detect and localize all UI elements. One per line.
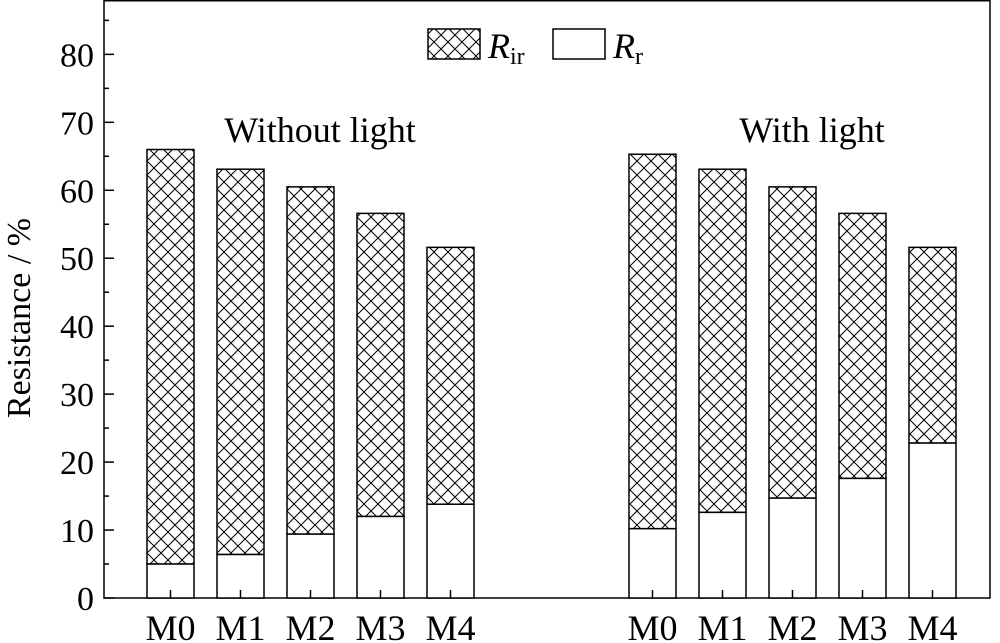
x-tick-label: M2 — [285, 608, 335, 643]
bar-rr — [426, 503, 475, 599]
y-tick-label: 80 — [60, 37, 94, 74]
x-tick-label: M1 — [215, 608, 265, 643]
y-tick-label: 10 — [60, 513, 94, 550]
legend-swatch-rr — [552, 28, 606, 60]
y-tick-label: 0 — [77, 581, 94, 618]
x-tick-label: M0 — [145, 608, 195, 643]
group-label: With light — [739, 110, 885, 150]
x-tick-label: M2 — [767, 608, 817, 643]
legend-label-rir: Rir — [487, 26, 525, 70]
y-tick-label: 30 — [60, 377, 94, 414]
bar-rr — [768, 497, 817, 599]
y-tick-label: 70 — [60, 105, 94, 142]
y-tick-label: 20 — [60, 445, 94, 482]
bar-rir — [768, 186, 817, 499]
bar-rr — [628, 527, 677, 599]
x-tick-label: M0 — [627, 608, 677, 643]
bar-rir — [146, 148, 195, 565]
x-tick-label: M3 — [355, 608, 405, 643]
bar-rr — [908, 442, 957, 599]
bar-rr — [286, 533, 335, 599]
y-tick-label: 50 — [60, 241, 94, 278]
bar-rir — [216, 168, 265, 556]
plot-frame — [103, 0, 991, 599]
bar-rir — [908, 246, 957, 444]
bar-rir — [426, 246, 475, 505]
x-tick-label: M3 — [837, 608, 887, 643]
bar-rir — [356, 212, 405, 518]
bar-rr — [356, 515, 405, 599]
plot-area: 0 10 20 30 40 50 60 70 80 M0 M1 M2 M3 M4 Without light… — [60, 0, 991, 643]
y-axis-label: Resistance / % — [1, 218, 38, 418]
group-label: Without light — [224, 110, 416, 150]
legend: Rir Rr — [427, 26, 643, 70]
y-tick-label: 60 — [60, 173, 94, 210]
bar-rir — [698, 168, 747, 514]
bar-rr — [698, 511, 747, 599]
y-tick-label: 40 — [60, 309, 94, 346]
bar-rir — [286, 186, 335, 535]
legend-swatch-rir — [427, 28, 481, 60]
bar-rr — [838, 477, 887, 599]
x-tick-label: M4 — [425, 608, 475, 643]
x-tick-label: M1 — [697, 608, 747, 643]
x-tick-label: M4 — [907, 608, 957, 643]
legend-label-rr: Rr — [612, 26, 643, 70]
bar-rir — [838, 212, 887, 480]
bar-rir — [628, 153, 677, 530]
